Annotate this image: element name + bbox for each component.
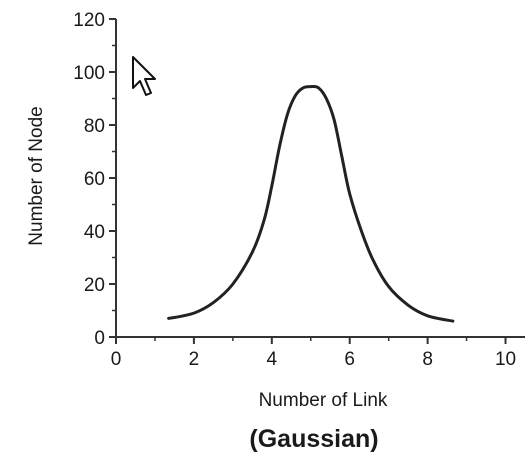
y-ticks: 0 20 40 60 80 100 120 (73, 10, 116, 349)
y-axis-title: Number of Node (26, 106, 47, 245)
x-tick-label-8: 8 (422, 349, 433, 370)
x-ticks: 0 2 4 6 8 10 (111, 337, 516, 370)
x-tick-label-0: 0 (111, 349, 122, 370)
y-tick-label-100: 100 (73, 63, 105, 84)
y-tick-label-0: 0 (94, 328, 105, 349)
x-tick-label-2: 2 (189, 349, 200, 370)
chart-axes (115, 19, 525, 338)
y-tick-label-80: 80 (84, 116, 105, 137)
series-line (167, 84, 455, 323)
x-tick-label-6: 6 (344, 349, 355, 370)
y-tick-label-120: 120 (73, 10, 105, 31)
mouse-pointer-icon (132, 56, 156, 96)
x-tick-label-4: 4 (267, 349, 278, 370)
y-tick-label-20: 20 (84, 275, 105, 296)
x-tick-label-10: 10 (495, 349, 516, 370)
y-tick-label-60: 60 (84, 169, 105, 190)
y-tick-label-40: 40 (84, 222, 105, 243)
x-axis-title: Number of Link (259, 390, 388, 411)
chart-caption: (Gaussian) (249, 425, 378, 453)
